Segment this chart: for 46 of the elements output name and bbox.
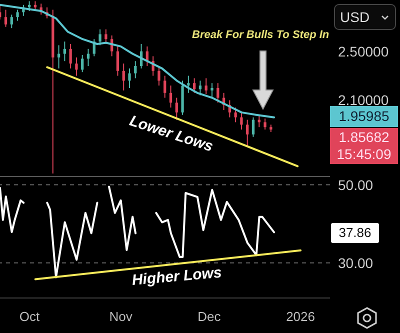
candlestick xyxy=(98,28,102,46)
candlestick xyxy=(192,78,196,94)
y-tick-label: 30.00 xyxy=(338,254,374,271)
text: 15:45:09 xyxy=(336,146,392,164)
candlestick xyxy=(75,56,78,76)
candlestick xyxy=(187,75,190,94)
x-tick-label: Dec xyxy=(198,309,222,324)
candlestick xyxy=(104,28,108,44)
annotation: Break For Bulls To Step In xyxy=(192,29,330,41)
candlestick xyxy=(164,75,166,98)
candlestick xyxy=(158,66,160,86)
y-tick-label: 50.00 xyxy=(338,176,374,193)
candlestick xyxy=(169,85,172,108)
candlestick xyxy=(69,44,72,69)
candlestick xyxy=(57,44,60,69)
text: 1.95985 xyxy=(330,106,398,128)
candlestick xyxy=(81,54,84,73)
candlestick xyxy=(216,82,220,104)
candlestick xyxy=(204,78,208,95)
y-tick-label: 2.10000 xyxy=(338,92,389,108)
x-tick-label: Oct xyxy=(19,309,40,324)
x-tick-label: Nov xyxy=(109,309,133,324)
candlestick xyxy=(16,9,19,22)
text: 37.86 xyxy=(331,222,379,243)
candlestick xyxy=(234,107,237,123)
candlestick xyxy=(246,119,249,148)
candlestick xyxy=(134,60,137,79)
candlestick xyxy=(252,116,255,138)
text: USD xyxy=(334,4,396,30)
candlestick xyxy=(4,9,8,28)
x-tick-label: 2026 xyxy=(286,309,315,324)
candlestick xyxy=(128,68,131,88)
candlestick xyxy=(116,46,120,76)
candlestick xyxy=(122,63,125,91)
annotation: Higher Lows xyxy=(131,264,222,289)
text: 1.85682 xyxy=(338,129,390,146)
candlestick xyxy=(264,118,266,130)
annotation: Lower Lows xyxy=(127,112,216,156)
candlestick xyxy=(198,80,202,96)
candlestick xyxy=(210,82,214,98)
candlestick xyxy=(175,97,178,120)
y-tick-label: 2.50000 xyxy=(338,43,389,60)
candlestick xyxy=(240,112,243,130)
candlestick xyxy=(28,0,31,12)
candlestick xyxy=(10,14,13,29)
candlestick xyxy=(63,41,66,62)
